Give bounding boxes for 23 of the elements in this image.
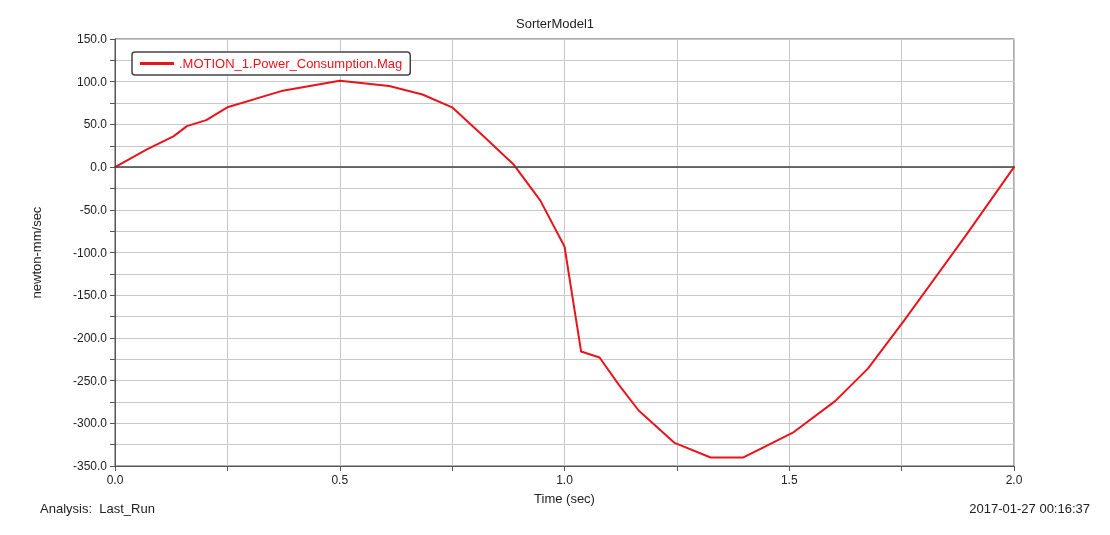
- x-tick-label: 0.5: [331, 473, 349, 487]
- y-tick-label: -250.0: [72, 373, 108, 388]
- y-tick-label: -200.0: [72, 330, 108, 345]
- y-tick-label: 150.0: [76, 32, 108, 46]
- chart-title: SorterModel1: [515, 16, 595, 31]
- y-tick-label: -350.0: [72, 459, 108, 473]
- y-tick-label: 0.0: [90, 160, 108, 175]
- legend-label: .MOTION_1.Power_Consumption.Mag: [179, 56, 403, 71]
- line-series: [114, 79, 1015, 459]
- x-tick-label: 0.0: [106, 473, 124, 487]
- y-axis-title: newton-mm/sec: [29, 206, 44, 299]
- x-tick-label: 1.5: [780, 473, 798, 487]
- y-tick-label: -50.0: [79, 202, 108, 217]
- y-tick-label: -300.0: [72, 416, 108, 431]
- x-tick-label: 2.0: [1005, 473, 1023, 487]
- text: Analysis: Last_Run: [40, 501, 155, 516]
- y-tick-label: -150.0: [72, 288, 108, 303]
- y-tick-label: 50.0: [83, 117, 108, 132]
- y-tick-label: 100.0: [76, 74, 108, 89]
- x-tick-label: 1.0: [556, 473, 574, 487]
- text: 2017-01-27 00:16:37: [969, 501, 1091, 516]
- y-tick-label: -100.0: [72, 245, 108, 260]
- x-axis-title: Time (sec): [534, 491, 595, 506]
